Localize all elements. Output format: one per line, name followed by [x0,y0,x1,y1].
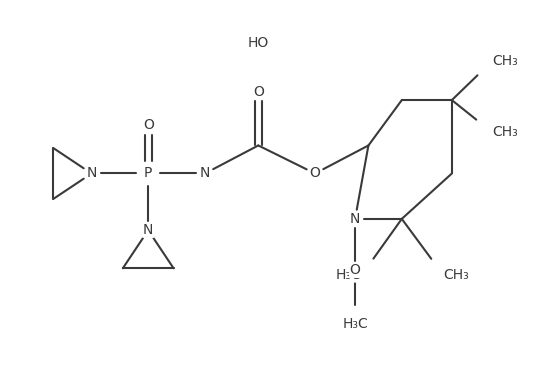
Text: N: N [86,167,97,181]
Text: O: O [350,263,360,277]
Text: P: P [144,167,152,181]
Text: O: O [253,85,264,99]
Text: H₃C: H₃C [336,268,362,282]
Text: HO: HO [248,36,269,50]
Text: CH₃: CH₃ [443,268,469,282]
Text: CH₃: CH₃ [492,54,518,68]
Text: N: N [200,167,210,181]
Text: CH₃: CH₃ [492,125,518,139]
Text: O: O [143,119,153,132]
Text: H₃C: H₃C [342,317,368,331]
Text: N: N [350,212,360,226]
Text: O: O [310,167,321,181]
Text: N: N [143,223,153,237]
